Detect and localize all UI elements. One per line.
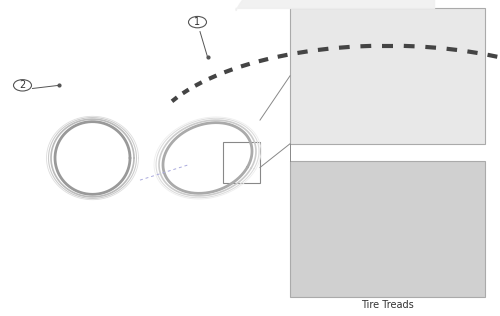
Text: 1: 1 bbox=[194, 17, 200, 27]
Bar bbox=[290, 8, 485, 144]
Text: 2: 2 bbox=[20, 80, 26, 90]
Text: Tire Treads: Tire Treads bbox=[361, 300, 414, 310]
Bar bbox=[222, 142, 260, 183]
Bar bbox=[290, 161, 485, 297]
